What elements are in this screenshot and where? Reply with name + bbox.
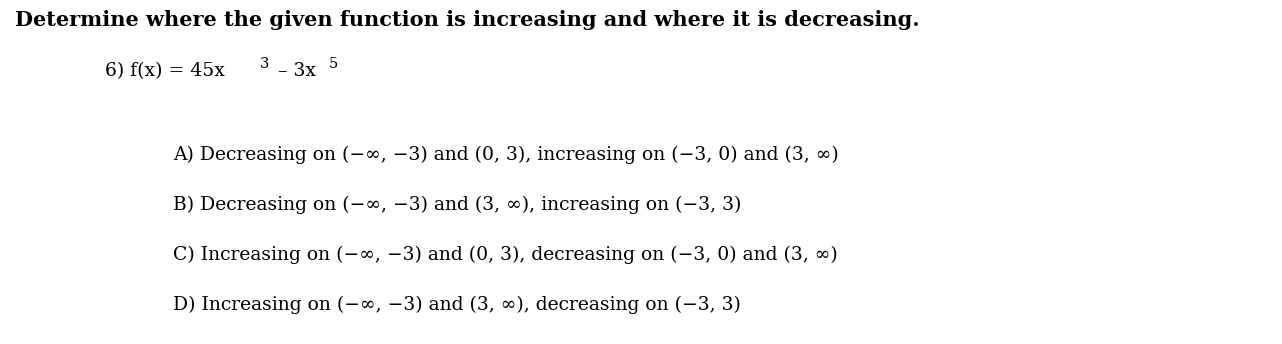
Text: C) Increasing on (−∞, −3) and (0, 3), decreasing on (−3, 0) and (3, ∞): C) Increasing on (−∞, −3) and (0, 3), de… <box>173 246 838 264</box>
Text: – 3x: – 3x <box>272 62 315 80</box>
Text: D) Increasing on (−∞, −3) and (3, ∞), decreasing on (−3, 3): D) Increasing on (−∞, −3) and (3, ∞), de… <box>173 296 741 314</box>
Text: 6) f(x) = 45x: 6) f(x) = 45x <box>105 62 226 80</box>
Text: B) Decreasing on (−∞, −3) and (3, ∞), increasing on (−3, 3): B) Decreasing on (−∞, −3) and (3, ∞), in… <box>173 196 741 214</box>
Text: A) Decreasing on (−∞, −3) and (0, 3), increasing on (−3, 0) and (3, ∞): A) Decreasing on (−∞, −3) and (0, 3), in… <box>173 146 838 164</box>
Text: 3: 3 <box>260 57 269 71</box>
Text: Determine where the given function is increasing and where it is decreasing.: Determine where the given function is in… <box>15 10 920 30</box>
Text: 5: 5 <box>328 57 338 71</box>
